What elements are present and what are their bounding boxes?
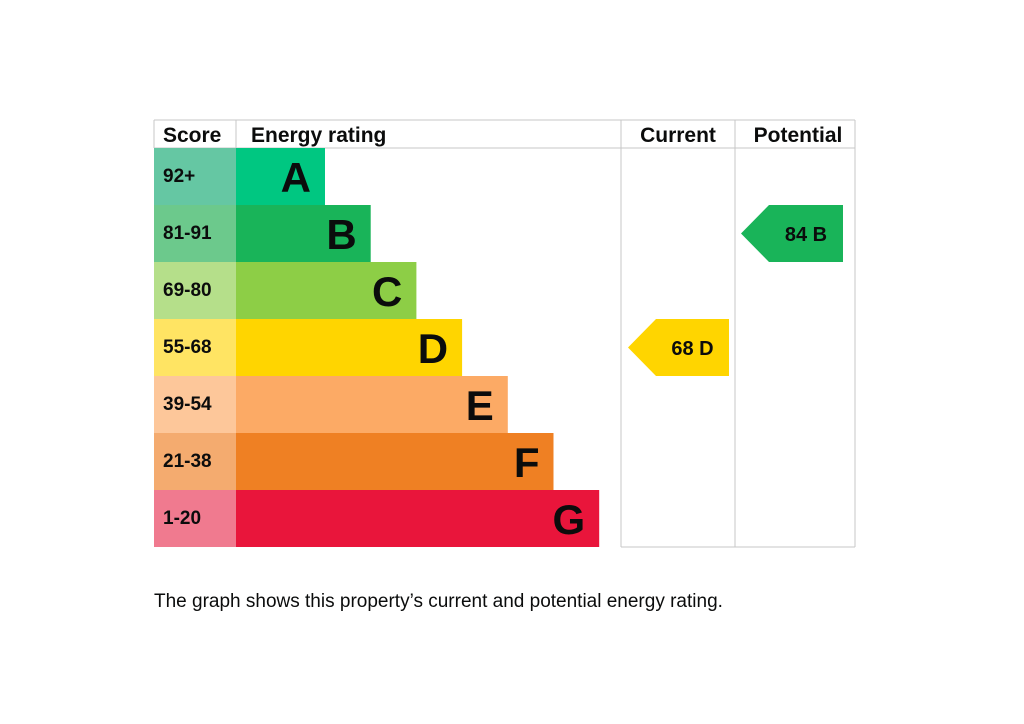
band-bar-d bbox=[236, 319, 463, 376]
header-energy-rating: Energy rating bbox=[251, 124, 386, 147]
rating-markers: 68 D 84 B bbox=[628, 205, 843, 376]
header-score: Score bbox=[163, 124, 221, 147]
band-letter-e: E bbox=[466, 382, 494, 429]
score-cell-g bbox=[154, 490, 236, 547]
current-rating-label: 68 D bbox=[671, 338, 713, 360]
score-cell-c bbox=[154, 262, 236, 319]
potential-rating-label: 84 B bbox=[785, 224, 827, 246]
score-label-a: 92+ bbox=[163, 166, 195, 187]
score-label-e: 39-54 bbox=[163, 394, 212, 415]
band-letter-g: G bbox=[553, 496, 586, 543]
band-letter-a: A bbox=[281, 154, 311, 201]
score-cell-a bbox=[154, 148, 236, 205]
score-label-c: 69-80 bbox=[163, 280, 212, 301]
rating-bands: 92+ A 81-91 B 69-80 C 55-68 D 39-54 E 21-38 F 1-20 G bbox=[154, 148, 600, 547]
score-label-g: 1-20 bbox=[163, 508, 201, 529]
band-bar-a bbox=[236, 148, 325, 205]
band-bar-c bbox=[236, 262, 417, 319]
header-potential: Potential bbox=[754, 124, 843, 147]
score-cell-f bbox=[154, 433, 236, 490]
chart-headers: Score Energy rating Current Potential bbox=[163, 124, 842, 147]
band-bar-f bbox=[236, 433, 554, 490]
chart-caption: The graph shows this property’s current … bbox=[154, 591, 723, 612]
band-letter-d: D bbox=[418, 325, 448, 372]
band-letter-f: F bbox=[514, 439, 540, 486]
band-bar-b bbox=[236, 205, 371, 262]
score-cell-b bbox=[154, 205, 236, 262]
current-rating-arrow bbox=[628, 319, 729, 376]
potential-rating-arrow bbox=[741, 205, 843, 262]
band-letter-c: C bbox=[372, 268, 402, 315]
band-bar-g bbox=[236, 490, 600, 547]
score-label-b: 81-91 bbox=[163, 223, 212, 244]
score-cell-d bbox=[154, 319, 236, 376]
score-cell-e bbox=[154, 376, 236, 433]
band-letter-b: B bbox=[326, 211, 356, 258]
header-current: Current bbox=[640, 124, 716, 147]
band-bar-e bbox=[236, 376, 508, 433]
score-label-d: 55-68 bbox=[163, 337, 212, 358]
score-label-f: 21-38 bbox=[163, 451, 212, 472]
